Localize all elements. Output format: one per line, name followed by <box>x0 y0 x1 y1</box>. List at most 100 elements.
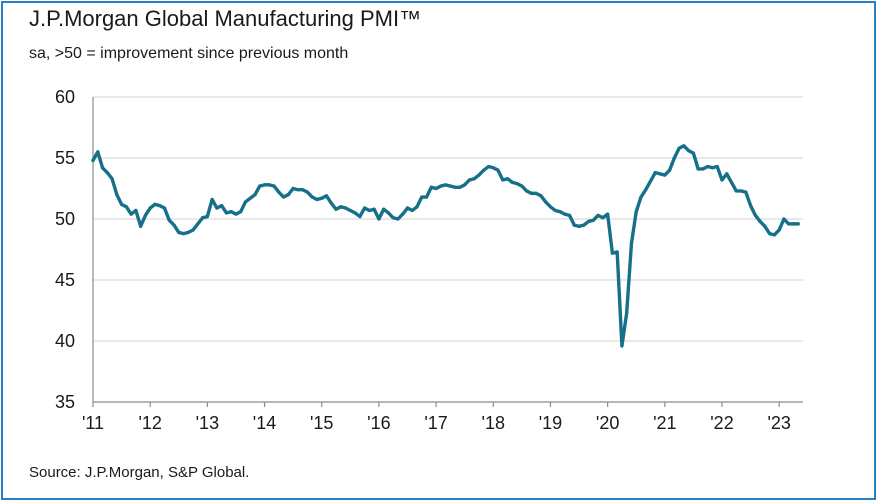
data-point <box>310 195 314 199</box>
data-point <box>615 250 619 254</box>
data-point <box>272 184 276 188</box>
data-point <box>115 193 119 197</box>
data-point <box>377 217 381 221</box>
y-tick-label: 40 <box>55 331 75 351</box>
data-point <box>415 205 419 209</box>
data-point <box>181 232 186 236</box>
data-point <box>220 203 224 208</box>
data-point <box>243 200 248 204</box>
data-point <box>277 190 281 194</box>
data-point <box>396 217 400 221</box>
data-point <box>296 188 300 192</box>
data-point <box>477 173 481 177</box>
data-point <box>139 224 143 228</box>
data-point <box>567 213 572 217</box>
chart-subtitle: sa, >50 = improvement since previous mon… <box>29 45 349 62</box>
data-point <box>753 213 757 217</box>
y-tick-label: 60 <box>55 87 75 107</box>
data-point <box>486 164 491 169</box>
data-point <box>563 212 567 216</box>
data-point <box>472 177 476 181</box>
data-point <box>262 183 267 187</box>
data-point <box>401 212 405 216</box>
data-point <box>763 224 767 228</box>
data-point <box>210 197 214 202</box>
x-tick-label: '16 <box>367 413 390 433</box>
data-point <box>748 203 753 208</box>
data-point <box>386 211 391 215</box>
data-point <box>258 184 262 188</box>
data-point <box>143 213 148 217</box>
data-point <box>348 208 352 213</box>
data-point <box>734 189 738 193</box>
data-point <box>453 185 457 189</box>
data-point <box>644 188 648 192</box>
data-point <box>315 197 319 202</box>
data-point <box>777 228 781 232</box>
data-point <box>234 212 238 216</box>
data-point <box>301 188 305 192</box>
data-point <box>534 191 538 195</box>
data-point <box>463 183 467 187</box>
data-point <box>710 166 715 170</box>
x-tick-label: '20 <box>596 413 619 433</box>
x-tick-label: '17 <box>424 413 447 433</box>
data-point <box>687 149 691 153</box>
data-point <box>248 196 252 200</box>
data-point <box>105 171 109 175</box>
data-point <box>558 210 562 214</box>
data-point <box>582 223 586 227</box>
data-point <box>467 178 472 182</box>
data-point <box>625 311 629 315</box>
y-tick-label: 50 <box>55 209 75 229</box>
data-point <box>701 167 705 171</box>
data-point <box>129 212 133 216</box>
data-point <box>491 166 495 170</box>
gridlines <box>93 96 803 342</box>
data-point <box>282 195 286 199</box>
data-point <box>177 230 181 235</box>
data-point <box>758 219 762 224</box>
data-point <box>253 193 257 197</box>
data-point <box>639 195 643 199</box>
data-point <box>119 202 124 206</box>
data-point <box>448 184 452 188</box>
data-point <box>791 222 796 226</box>
data-point <box>672 156 676 160</box>
data-point <box>191 228 195 232</box>
data-point <box>496 168 500 172</box>
x-tick-label: '21 <box>653 413 676 433</box>
data-point <box>634 210 638 214</box>
x-tick-label: '15 <box>310 413 333 433</box>
data-point <box>482 168 486 172</box>
data-point <box>515 182 519 186</box>
data-point <box>172 223 176 227</box>
data-point <box>205 214 209 219</box>
data-point <box>391 216 395 220</box>
data-point <box>239 210 243 214</box>
data-point <box>720 178 724 182</box>
data-point <box>744 190 748 194</box>
data-point <box>620 344 624 348</box>
data-point <box>787 222 791 226</box>
data-point <box>601 216 605 220</box>
data-point <box>405 206 410 210</box>
data-point <box>658 172 662 176</box>
y-axis-ticks: 35 40 45 50 55 60 <box>55 87 75 412</box>
data-point <box>629 241 634 245</box>
y-tick-label: 45 <box>55 270 75 290</box>
data-point <box>548 205 553 209</box>
data-point <box>363 206 367 210</box>
data-point <box>596 213 600 217</box>
data-point <box>796 222 800 226</box>
x-tick-label: '14 <box>253 413 276 433</box>
data-point <box>372 207 376 211</box>
data-point <box>505 177 510 181</box>
data-point <box>525 189 529 193</box>
data-point <box>577 224 581 228</box>
data-point <box>444 183 448 187</box>
x-tick-label: '12 <box>138 413 161 433</box>
data-point <box>677 146 681 150</box>
data-point <box>343 206 348 210</box>
